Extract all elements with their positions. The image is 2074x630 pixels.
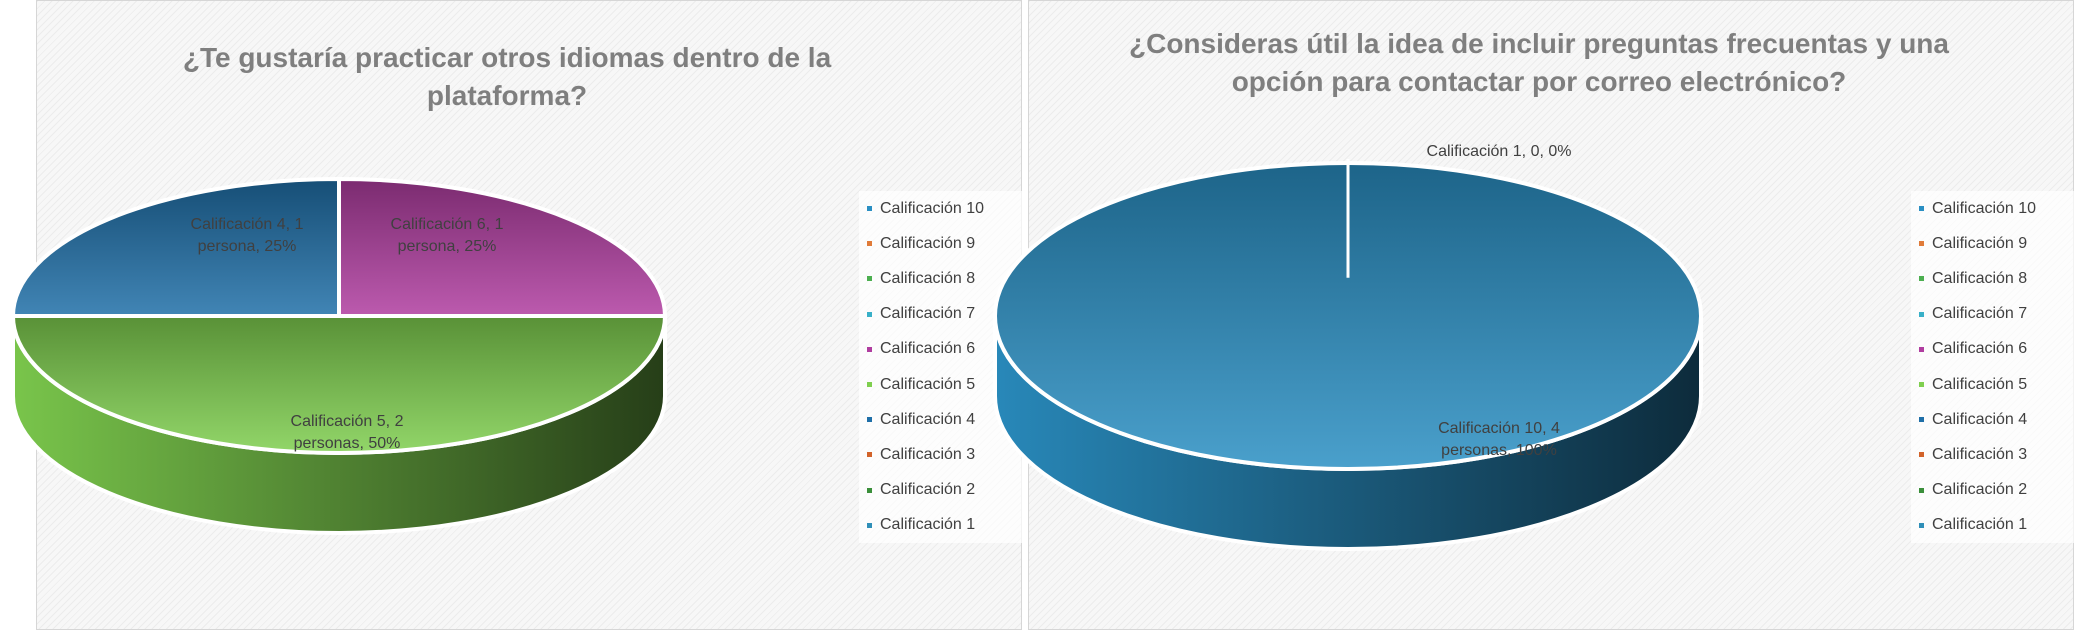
chart-panel-2: ¿Consideras útil la idea de incluir preg… [993, 0, 2074, 630]
legend-label: Calificación 6 [880, 340, 976, 358]
legend-swatch [867, 382, 872, 388]
legend-item-calificacion-1: Calificación 1 [1911, 508, 2074, 543]
legend-item-calificacion-10: Calificación 10 [859, 191, 1039, 226]
legend-label: Calificación 2 [1932, 481, 2028, 499]
legend-label: Calificación 4 [1932, 410, 2028, 428]
legend-swatch [867, 522, 872, 528]
legend-item-calificacion-10: Calificación 10 [1911, 191, 2074, 226]
legend-item-calificacion-6: Calificación 6 [859, 332, 1039, 367]
pie-top-faces [10, 176, 668, 455]
legend-item-calificacion-1: Calificación 1 [859, 508, 1039, 543]
legend-item-calificacion-7: Calificación 7 [859, 297, 1039, 332]
data-label-calificacion-1: Calificación 1, 0, 0% [1427, 143, 1572, 160]
data-label-calificacion-6: Calificación 6, 1 persona, 25% [391, 216, 504, 255]
legend-label: Calificación 9 [1932, 234, 2028, 252]
legend-swatch [867, 487, 872, 493]
legend-item-calificacion-7: Calificación 7 [1911, 297, 2074, 332]
data-label-calificacion-5: Calificación 5, 2 personas, 50% [291, 413, 404, 452]
legend-label: Calificación 7 [880, 305, 976, 323]
legend-swatch [867, 241, 872, 247]
legend-label: Calificación 7 [1932, 305, 2028, 323]
legend-swatch [867, 311, 872, 317]
legend-label: Calificación 8 [880, 269, 976, 287]
legend-swatch [1919, 276, 1924, 282]
legend-swatch [1919, 382, 1924, 388]
chart-title: ¿Te gustaría practicar otros idiomas den… [182, 42, 832, 111]
pie-slice-calificacion-6 [337, 176, 668, 318]
legend-item-calificacion-3: Calificación 3 [1911, 437, 2074, 472]
legend-item-calificacion-9: Calificación 9 [1911, 226, 2074, 261]
data-label-calificacion-4: Calificación 4, 1 persona, 25% [191, 216, 304, 255]
legend-swatch [1919, 487, 1924, 493]
legend-label: Calificación 5 [1932, 375, 2028, 393]
legend-swatch [867, 417, 872, 423]
legend-item-calificacion-2: Calificación 2 [1911, 473, 2074, 508]
legend-swatch [1919, 241, 1924, 247]
legend-swatch [867, 276, 872, 282]
legend-swatch [1919, 522, 1924, 528]
chart-panel-1: ¿Te gustaría practicar otros idiomas den… [10, 0, 1039, 630]
legend-item-calificacion-5: Calificación 5 [859, 367, 1039, 402]
legend-label: Calificación 1 [1932, 516, 2028, 534]
legend-item-calificacion-4: Calificación 4 [1911, 402, 2074, 437]
legend-swatch [867, 206, 872, 212]
legend-item-calificacion-8: Calificación 8 [859, 261, 1039, 296]
pie-chart: Calificación 4, 1 persona, 25% Calificació… [10, 176, 668, 535]
chart-legend: Calificación 10 Calificación 9 Calificació… [1911, 191, 2074, 543]
legend-swatch [1919, 346, 1924, 352]
legend-item-calificacion-8: Calificación 8 [1911, 261, 2074, 296]
legend-label: Calificación 8 [1932, 269, 2028, 287]
legend-label: Calificación 3 [1932, 445, 2028, 463]
pie-slice-calificacion-4 [10, 176, 341, 318]
legend-item-calificacion-3: Calificación 3 [859, 437, 1039, 472]
legend-label: Calificación 2 [880, 481, 976, 499]
legend-label: Calificación 4 [880, 410, 976, 428]
pie-slice-calificacion-5 [10, 314, 668, 455]
legend-label: Calificación 6 [1932, 340, 2028, 358]
legend-item-calificacion-4: Calificación 4 [859, 402, 1039, 437]
data-label-calificacion-10: Calificación 10, 4 personas, 100% [1438, 420, 1560, 459]
legend-swatch [867, 346, 872, 352]
legend-label: Calificación 10 [880, 199, 985, 217]
legend-item-calificacion-5: Calificación 5 [1911, 367, 2074, 402]
legend-swatch [1919, 206, 1924, 212]
chart-title: ¿Consideras útil la idea de incluir preg… [1129, 28, 1949, 97]
legend-swatch [1919, 452, 1924, 458]
legend-label: Calificación 5 [880, 375, 976, 393]
legend-label: Calificación 9 [880, 234, 976, 252]
legend-label: Calificación 3 [880, 445, 976, 463]
legend-swatch [1919, 417, 1924, 423]
legend-label: Calificación 10 [1932, 199, 2037, 217]
legend-item-calificacion-2: Calificación 2 [859, 473, 1039, 508]
legend-swatch [867, 452, 872, 458]
legend-item-calificacion-6: Calificación 6 [1911, 332, 2074, 367]
legend-label: Calificación 1 [880, 516, 976, 534]
legend-item-calificacion-9: Calificación 9 [859, 226, 1039, 261]
legend-swatch [1919, 311, 1924, 317]
